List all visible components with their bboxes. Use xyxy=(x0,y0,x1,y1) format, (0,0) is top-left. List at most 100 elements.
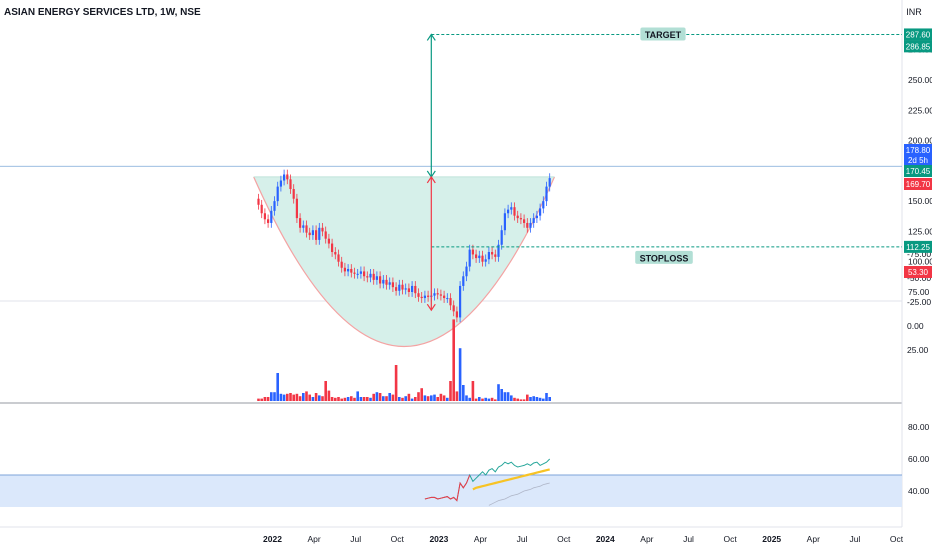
candle-body xyxy=(353,272,356,274)
rsi-tick-label: 80.00 xyxy=(908,422,930,432)
candle xyxy=(299,213,302,233)
target-arrowhead-up xyxy=(426,33,436,41)
rsi-indicator xyxy=(424,458,551,506)
volume-bar xyxy=(439,393,443,401)
time-tick-label: 2022 xyxy=(263,534,282,544)
candle xyxy=(443,290,446,303)
candle xyxy=(529,218,532,233)
candle xyxy=(295,193,298,223)
candle-body xyxy=(507,209,510,214)
price-badge-bg xyxy=(904,240,932,253)
candle-body xyxy=(462,276,465,286)
candle xyxy=(404,283,407,295)
candle-body xyxy=(443,295,446,299)
price-badge-text: 112.25 xyxy=(906,243,930,252)
candle xyxy=(513,202,516,221)
volume-bar xyxy=(519,399,523,401)
volume-bar xyxy=(474,398,478,401)
candle-body xyxy=(404,288,407,290)
volume-bar xyxy=(385,396,388,401)
rsi-tick-label: 60.00 xyxy=(908,454,930,464)
price-tick-label: 100.00 xyxy=(908,257,932,267)
price-badge-bg xyxy=(904,154,932,166)
target-label: TARGET xyxy=(640,27,686,41)
candle-body xyxy=(545,186,548,202)
volume-bar xyxy=(394,365,398,401)
volume-bar xyxy=(481,398,484,401)
time-tick-label: Jul xyxy=(517,534,528,544)
candle xyxy=(535,210,538,223)
candle xyxy=(359,266,362,279)
price-badge: 2d 5h xyxy=(904,154,932,166)
candle-body xyxy=(343,267,346,272)
candle xyxy=(286,169,289,185)
time-tick-label: Oct xyxy=(723,534,737,544)
candle xyxy=(292,184,295,204)
currency-label[interactable]: INR xyxy=(906,7,922,17)
volume-bar xyxy=(465,395,468,401)
candle xyxy=(340,256,343,273)
volume-bar xyxy=(378,393,382,401)
volume-bar xyxy=(455,391,459,401)
candle-body xyxy=(542,201,545,209)
volume-bar xyxy=(353,397,356,401)
time-tick-label: Oct xyxy=(391,534,405,544)
candle-body xyxy=(497,244,500,257)
candle-body xyxy=(503,213,506,231)
volume-bar xyxy=(308,394,311,401)
candle-body xyxy=(366,276,369,278)
candle xyxy=(263,208,266,225)
price-badge-bg xyxy=(904,28,932,41)
candle xyxy=(401,279,404,295)
candle-body xyxy=(491,252,494,255)
candle-body xyxy=(407,288,410,292)
candle-body xyxy=(500,230,503,245)
candle-body xyxy=(427,295,430,297)
price-badge: 286.85 xyxy=(904,40,932,53)
price-badge-text: 287.60 xyxy=(906,30,931,39)
price-badge-text: 2d 5h xyxy=(908,156,928,165)
candle xyxy=(267,214,270,228)
candle-body xyxy=(327,238,330,244)
volume-bar xyxy=(286,393,289,401)
volume-bar xyxy=(484,397,487,401)
candle xyxy=(388,277,391,290)
candle xyxy=(334,247,337,260)
volume-bar xyxy=(398,397,401,401)
price-tick-label: 75.00 xyxy=(908,287,930,297)
candle xyxy=(382,275,385,289)
price-badge: 169.70 xyxy=(904,178,932,190)
candle xyxy=(503,208,506,236)
volume-bar xyxy=(462,385,465,401)
candle-body xyxy=(283,174,286,181)
volume-bar xyxy=(276,373,279,401)
volume-bar xyxy=(282,394,286,401)
price-badge-text: 170.45 xyxy=(906,167,931,176)
candle xyxy=(356,268,359,279)
volume-bar xyxy=(372,393,375,401)
candle xyxy=(487,247,490,265)
volume-bar xyxy=(324,381,327,401)
candle xyxy=(273,196,276,216)
volume-bar xyxy=(311,397,315,401)
volume-bar xyxy=(305,391,308,401)
volume-bar xyxy=(471,381,475,401)
candle-body xyxy=(363,271,366,277)
volume-bar xyxy=(433,394,436,401)
candle xyxy=(372,268,375,285)
candle xyxy=(398,279,401,296)
time-tick-label: Jul xyxy=(350,534,361,544)
candle xyxy=(308,227,311,240)
candle xyxy=(353,267,356,279)
candle xyxy=(375,271,378,285)
candle-body xyxy=(516,215,519,219)
candle xyxy=(510,202,513,215)
price-tick-label: 225.00 xyxy=(908,105,932,115)
candle xyxy=(519,213,522,225)
volume-bar xyxy=(318,395,321,401)
candle-body xyxy=(347,268,350,272)
volume-bars xyxy=(257,319,551,401)
volume-bar xyxy=(538,397,542,401)
